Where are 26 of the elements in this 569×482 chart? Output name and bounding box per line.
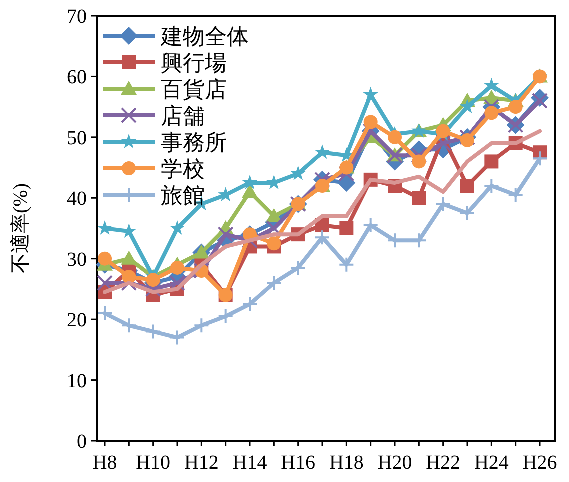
x-tick-label: H20 [378, 452, 412, 474]
y-tick-label: 30 [67, 248, 87, 271]
y-tick-label: 40 [67, 188, 87, 210]
legend-label: 興行場 [161, 50, 227, 76]
y-tick-label: 20 [67, 310, 87, 332]
legend-label: 学校 [161, 156, 205, 182]
x-tick-label: H22 [426, 452, 461, 474]
legend-label: 建物全体 [160, 24, 249, 49]
legend-label: 旅館 [161, 183, 205, 208]
x-tick-label: H26 [522, 452, 558, 474]
x-tick-label: H24 [474, 452, 509, 474]
x-tick-label: H14 [232, 452, 268, 474]
x-tick-label: H10 [136, 452, 171, 474]
legend-label: 事務所 [161, 130, 227, 155]
legend-label: 店舗 [161, 104, 205, 128]
x-tick-label: H8 [92, 452, 118, 474]
y-tick-label: 0 [77, 431, 87, 453]
x-tick-label: H12 [184, 452, 219, 474]
legend-label: 百貨店 [161, 77, 227, 102]
x-tick-label: H16 [281, 452, 316, 474]
x-tick-label: H18 [329, 452, 364, 474]
y-tick-label: 70 [67, 6, 87, 28]
y-tick-label: 10 [67, 370, 87, 392]
y-tick-label: 60 [67, 66, 87, 89]
y-axis-title: 不適率(%) [10, 184, 32, 274]
y-tick-label: 50 [67, 127, 87, 150]
